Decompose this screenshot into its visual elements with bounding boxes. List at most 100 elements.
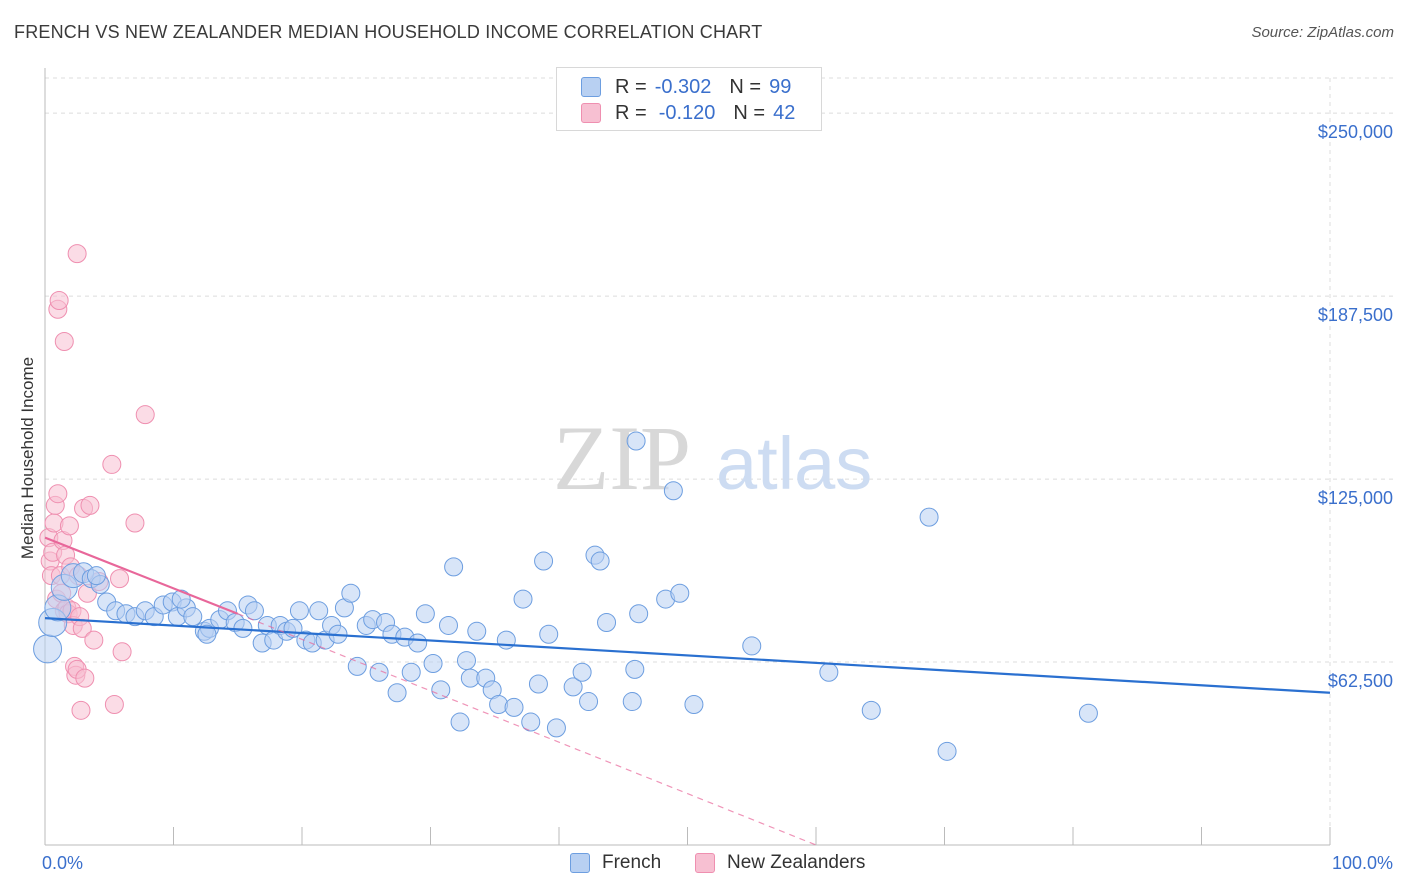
axis-labels: $62,500 $125,000 $187,500 $250,000 0.0% 100.0… bbox=[42, 122, 1393, 873]
french-point bbox=[513, 589, 533, 609]
nz-point bbox=[112, 642, 132, 662]
french-point bbox=[546, 718, 566, 738]
nz-point bbox=[110, 569, 130, 589]
bottom-french-label: French bbox=[602, 852, 662, 873]
french-point bbox=[244, 601, 264, 621]
french-point bbox=[742, 636, 762, 656]
french-points bbox=[33, 431, 1098, 761]
french-point bbox=[33, 634, 63, 664]
french-n-label: N = bbox=[729, 75, 762, 98]
nz-point bbox=[71, 700, 91, 720]
nz-point bbox=[135, 405, 155, 425]
nz-n-label: N = bbox=[733, 101, 766, 124]
y-tick-label: $125,000 bbox=[1318, 488, 1393, 508]
nz-point bbox=[44, 513, 64, 533]
french-point bbox=[369, 662, 389, 682]
axes bbox=[44, 68, 1331, 846]
french-point bbox=[597, 613, 617, 633]
french-r-value: -0.302 bbox=[654, 75, 712, 98]
french-point bbox=[456, 651, 476, 671]
french-point bbox=[387, 683, 407, 703]
french-point bbox=[1078, 703, 1098, 723]
french-point bbox=[819, 662, 839, 682]
french-point bbox=[86, 566, 106, 586]
bottom-nz-label: New Zealanders bbox=[727, 852, 866, 873]
french-point bbox=[563, 677, 583, 697]
nz-n-value: 42 bbox=[773, 101, 796, 124]
bottom-legend-nz: New Zealanders bbox=[695, 852, 865, 874]
french-point bbox=[431, 680, 451, 700]
french-point bbox=[521, 712, 541, 732]
trend-lines bbox=[44, 536, 1331, 846]
nz-point bbox=[84, 630, 104, 650]
correlation-legend: R = -0.302 N = 99 R = -0.120 N = 42 bbox=[556, 67, 822, 131]
nz-point bbox=[125, 513, 145, 533]
french-point bbox=[629, 604, 649, 624]
french-r-label: R = bbox=[615, 75, 647, 98]
french-point bbox=[663, 481, 683, 501]
french-trend-line bbox=[44, 617, 1331, 694]
french-swatch bbox=[581, 77, 601, 97]
french-point bbox=[572, 662, 592, 682]
y-axis-label: Median Household Income bbox=[18, 357, 37, 559]
nz-r-label: R = bbox=[615, 101, 647, 124]
nz-point bbox=[48, 484, 68, 504]
nz-point bbox=[104, 694, 124, 714]
nz-trend-line bbox=[44, 536, 239, 615]
french-point bbox=[467, 621, 487, 641]
nz-points bbox=[39, 244, 155, 720]
french-point bbox=[197, 624, 217, 644]
french-point bbox=[401, 662, 421, 682]
french-point bbox=[183, 607, 203, 627]
french-point bbox=[171, 589, 191, 609]
nz-swatch bbox=[581, 103, 601, 123]
french-point bbox=[539, 624, 559, 644]
french-point bbox=[504, 697, 524, 717]
legend-row-french: R = -0.302 N = 99 bbox=[581, 74, 791, 100]
french-point bbox=[289, 601, 309, 621]
french-point bbox=[450, 712, 470, 732]
y-tick-label: $250,000 bbox=[1318, 122, 1393, 142]
chart-title: FRENCH VS NEW ZEALANDER MEDIAN HOUSEHOLD… bbox=[14, 22, 763, 42]
french-point bbox=[341, 583, 361, 603]
bottom-french-swatch bbox=[570, 853, 590, 873]
french-point bbox=[309, 601, 329, 621]
watermark: ZIP atlas bbox=[553, 407, 872, 509]
nz-r-value: -0.120 bbox=[658, 101, 716, 124]
source-label: Source: ZipAtlas.com bbox=[1251, 24, 1394, 41]
nz-point bbox=[54, 331, 74, 351]
french-point bbox=[528, 674, 548, 694]
french-point bbox=[626, 431, 646, 451]
french-n-value: 99 bbox=[769, 75, 792, 98]
french-point bbox=[579, 692, 599, 712]
french-point bbox=[861, 700, 881, 720]
nz-point bbox=[67, 244, 87, 264]
french-point bbox=[489, 694, 509, 714]
bottom-legend-french: French bbox=[570, 852, 661, 874]
legend-row-nz: R = -0.120 N = 42 bbox=[581, 100, 795, 126]
french-point bbox=[415, 604, 435, 624]
french-point bbox=[622, 692, 642, 712]
french-point bbox=[590, 551, 610, 571]
french-point bbox=[937, 741, 957, 761]
french-point bbox=[534, 551, 554, 571]
nz-point bbox=[49, 290, 69, 310]
bottom-nz-swatch bbox=[695, 853, 715, 873]
nz-point bbox=[80, 495, 100, 515]
nz-trend-line-extended bbox=[237, 613, 817, 846]
x-tick-label-min: 0.0% bbox=[42, 853, 83, 873]
watermark-atlas: atlas bbox=[716, 422, 872, 505]
french-point bbox=[423, 653, 443, 673]
french-point bbox=[408, 633, 428, 653]
nz-point bbox=[75, 668, 95, 688]
french-point bbox=[347, 656, 367, 676]
french-point bbox=[919, 507, 939, 527]
y-tick-label: $62,500 bbox=[1328, 671, 1393, 691]
y-tick-label: $187,500 bbox=[1318, 305, 1393, 325]
french-point bbox=[438, 615, 458, 635]
x-tick-label-max: 100.0% bbox=[1332, 853, 1393, 873]
french-point bbox=[670, 583, 690, 603]
french-point bbox=[444, 557, 464, 577]
nz-point bbox=[59, 516, 79, 536]
